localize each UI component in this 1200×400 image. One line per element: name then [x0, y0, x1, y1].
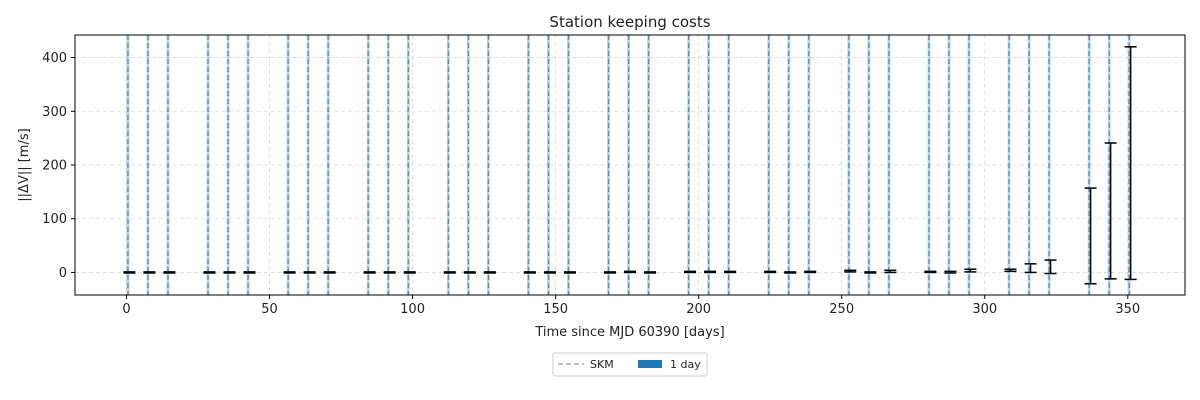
errorbar-29: [884, 269, 897, 274]
errorbar-23: [724, 270, 737, 274]
x-tick-label-7: 350: [1115, 302, 1140, 317]
legend-skm-label: SKM: [590, 358, 614, 371]
x-tick-label-6: 300: [972, 302, 997, 317]
errorbar-14: [483, 271, 496, 274]
legend-1day-label: 1 day: [670, 358, 701, 371]
skm-lines: [127, 35, 1130, 295]
errorbar-22: [704, 270, 717, 274]
y-tick-label-3: 300: [42, 105, 67, 120]
errorbar-4: [223, 271, 236, 274]
errorbar-27: [844, 269, 857, 273]
errorbar-10: [383, 271, 396, 274]
y-tick-label-4: 400: [42, 51, 67, 66]
errorbar-15: [523, 271, 536, 274]
error-bars: [123, 46, 1137, 285]
y-axis-label: ||ΔV|| [m/s]: [17, 128, 32, 201]
errorbar-32: [964, 268, 977, 273]
y-tick-label-2: 200: [42, 159, 67, 174]
errorbar-19: [624, 270, 636, 274]
errorbar-37: [1104, 142, 1117, 280]
x-ticks: 0 50 100 150 200 250 300 350: [122, 295, 1140, 317]
legend-1day-swatch: [638, 360, 662, 368]
x-tick-label-5: 250: [829, 302, 854, 317]
errorbar-5: [243, 271, 256, 274]
errorbar-17: [563, 271, 576, 274]
errorbar-28: [864, 271, 877, 274]
errorbar-1: [143, 271, 156, 274]
x-tick-label-1: 50: [261, 302, 278, 317]
errorbar-6: [283, 271, 296, 274]
legend-box: [552, 352, 708, 377]
errorbar-18: [603, 271, 616, 274]
errorbar-11: [403, 271, 416, 274]
errorbar-12: [443, 271, 456, 274]
y-ticks: 0 100 200 300 400: [42, 51, 75, 281]
errorbar-13: [463, 271, 476, 274]
grid: [75, 35, 1185, 295]
errorbar-35: [1044, 259, 1057, 275]
errorbar-33: [1004, 268, 1017, 273]
errorbar-2: [163, 271, 176, 274]
x-tick-label-0: 0: [122, 302, 130, 317]
x-tick-label-3: 150: [543, 302, 568, 317]
errorbar-26: [804, 270, 817, 274]
errorbar-30: [924, 270, 937, 274]
legend: SKM 1 day: [552, 352, 708, 377]
errorbar-9: [363, 271, 376, 274]
errorbar-3: [203, 271, 216, 274]
errorbar-36: [1084, 187, 1097, 285]
errorbar-38: [1124, 46, 1137, 281]
errorbar-20: [644, 271, 657, 274]
y-tick-label-1: 100: [42, 212, 67, 227]
errorbar-21: [684, 270, 697, 274]
errorbar-34: [1024, 263, 1037, 274]
errorbar-16: [543, 271, 556, 274]
x-tick-label-2: 100: [400, 302, 425, 317]
y-tick-label-0: 0: [59, 266, 67, 281]
errorbar-24: [764, 270, 777, 274]
errorbar-8: [323, 271, 336, 274]
errorbar-0: [123, 271, 136, 274]
x-axis-label: Time since MJD 60390 [days]: [534, 325, 724, 340]
chart-title: Station keeping costs: [549, 13, 710, 31]
x-tick-label-4: 200: [686, 302, 711, 317]
errorbar-7: [303, 271, 316, 274]
errorbar-25: [784, 271, 797, 274]
errorbar-31: [944, 270, 957, 274]
